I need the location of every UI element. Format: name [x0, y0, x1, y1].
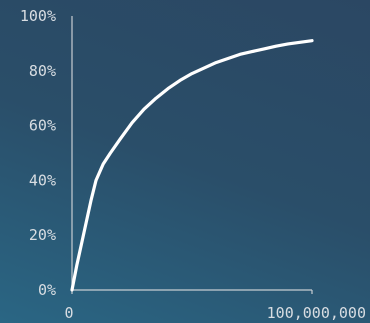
- y-tick-label: 20%: [29, 226, 56, 244]
- series-line: [70, 39, 314, 292]
- x-tick-label: 0: [64, 304, 73, 322]
- x-axis-ticks: 0 100,000,000: [64, 290, 366, 322]
- y-tick-label: 0%: [38, 281, 56, 299]
- y-tick-label: 40%: [29, 171, 56, 189]
- y-tick-label: 100%: [20, 7, 56, 25]
- y-tick-label: 60%: [29, 117, 56, 135]
- x-tick-label: 100,000,000: [267, 304, 366, 322]
- y-axis-ticks: 0% 20% 40% 60% 80% 100%: [20, 7, 56, 299]
- y-tick-label: 80%: [29, 62, 56, 80]
